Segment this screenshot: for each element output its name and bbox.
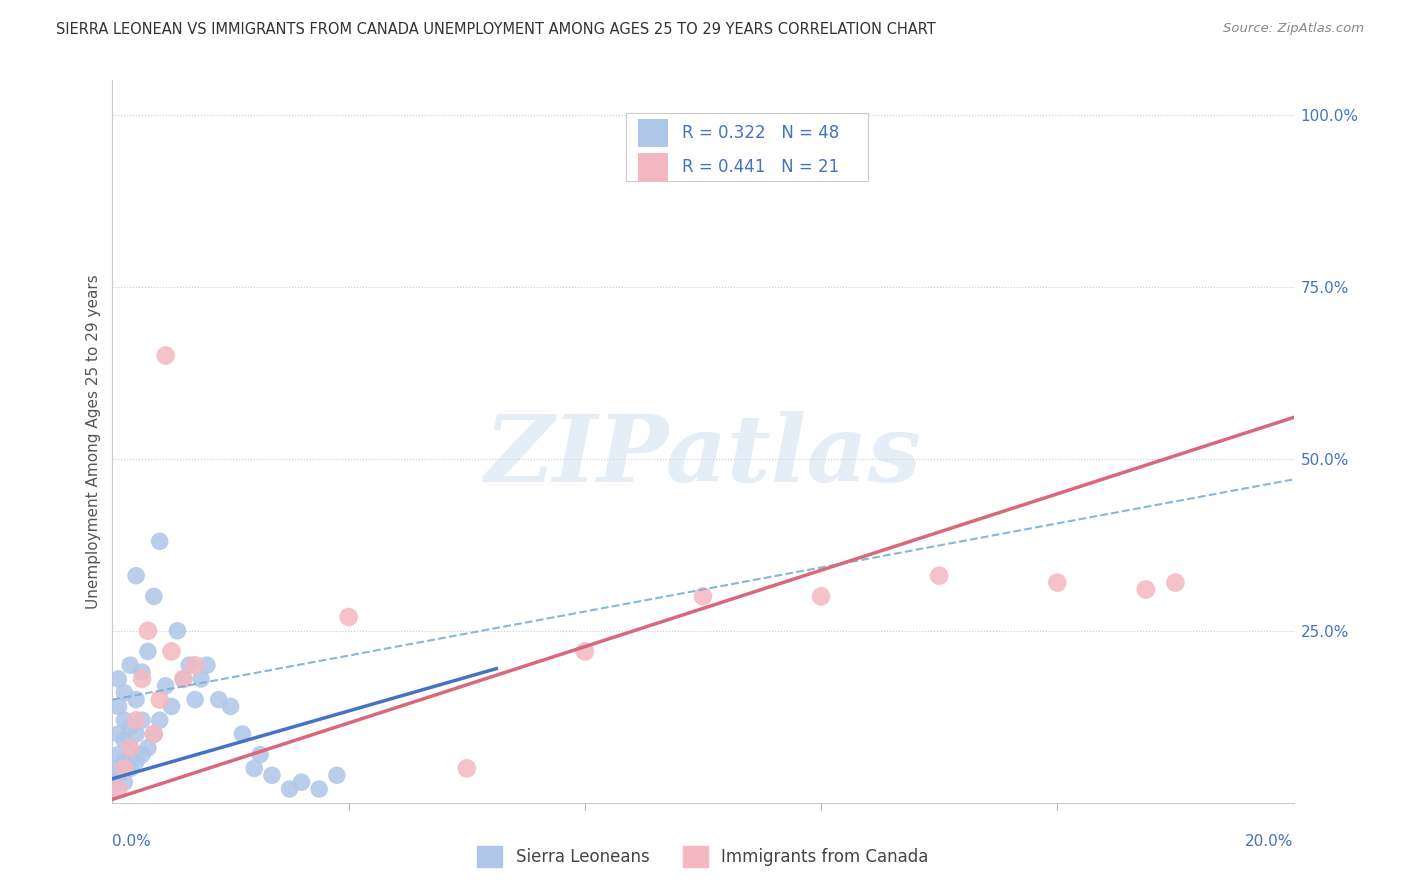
Point (142, 727, 165, 741)
Point (249, 747, 271, 762)
Point (278, 782, 301, 797)
Point (326, 768, 349, 782)
Point (1164, 575, 1187, 590)
Legend: Sierra Leoneans, Immigrants from Canada: Sierra Leoneans, Immigrants from Canada (478, 847, 928, 867)
Point (112, 755, 135, 769)
Point (308, 782, 330, 797)
Point (142, 590, 165, 604)
Point (112, 734, 135, 748)
Point (574, 644, 596, 658)
Point (149, 534, 172, 549)
Point (160, 699, 183, 714)
Point (136, 644, 159, 658)
Point (142, 727, 165, 741)
Point (136, 624, 159, 638)
Point (107, 782, 129, 797)
Text: 20.0%: 20.0% (1246, 834, 1294, 849)
Point (125, 568, 148, 582)
Point (120, 761, 142, 775)
Text: R = 0.441   N = 21: R = 0.441 N = 21 (682, 158, 839, 176)
Point (184, 658, 207, 673)
Point (136, 740, 159, 755)
Point (107, 672, 129, 686)
Point (107, 727, 129, 741)
Point (112, 686, 135, 700)
Point (125, 692, 148, 706)
Bar (638, 153, 668, 181)
Point (172, 672, 194, 686)
Point (112, 775, 135, 789)
Point (337, 610, 360, 624)
Text: SIERRA LEONEAN VS IMMIGRANTS FROM CANADA UNEMPLOYMENT AMONG AGES 25 TO 29 YEARS : SIERRA LEONEAN VS IMMIGRANTS FROM CANADA… (56, 22, 936, 37)
Point (101, 775, 124, 789)
Text: 0.0%: 0.0% (112, 834, 152, 849)
Point (101, 761, 124, 775)
Text: Source: ZipAtlas.com: Source: ZipAtlas.com (1223, 22, 1364, 36)
Point (260, 768, 283, 782)
Point (101, 782, 124, 797)
Point (120, 740, 142, 755)
Point (107, 768, 129, 782)
Point (231, 727, 253, 741)
Text: ZIPatlas: ZIPatlas (485, 411, 921, 501)
Point (125, 713, 148, 727)
Point (243, 761, 266, 775)
Point (125, 755, 148, 769)
Text: R = 0.322   N = 48: R = 0.322 N = 48 (682, 124, 839, 142)
Point (112, 713, 135, 727)
Point (1135, 582, 1157, 597)
Point (160, 644, 183, 658)
Point (107, 747, 129, 762)
Point (190, 672, 212, 686)
Point (179, 658, 201, 673)
Point (112, 761, 135, 775)
FancyBboxPatch shape (626, 112, 869, 181)
Point (120, 740, 142, 755)
Point (208, 692, 231, 706)
Point (195, 658, 218, 673)
Point (184, 692, 207, 706)
Point (125, 727, 148, 741)
Point (810, 590, 832, 604)
Point (155, 679, 177, 693)
Point (219, 699, 242, 714)
Point (155, 349, 177, 363)
Point (131, 672, 153, 686)
Bar (638, 120, 668, 147)
Y-axis label: Unemployment Among Ages 25 to 29 years: Unemployment Among Ages 25 to 29 years (86, 274, 101, 609)
Point (692, 590, 714, 604)
Point (166, 624, 188, 638)
Point (107, 699, 129, 714)
Point (131, 713, 153, 727)
Point (149, 713, 172, 727)
Point (290, 775, 312, 789)
Point (149, 692, 172, 706)
Point (131, 747, 153, 762)
Point (172, 672, 194, 686)
Point (120, 658, 142, 673)
Point (456, 761, 478, 775)
Point (131, 665, 153, 679)
Point (1046, 575, 1069, 590)
Point (120, 720, 142, 734)
Point (928, 568, 950, 582)
